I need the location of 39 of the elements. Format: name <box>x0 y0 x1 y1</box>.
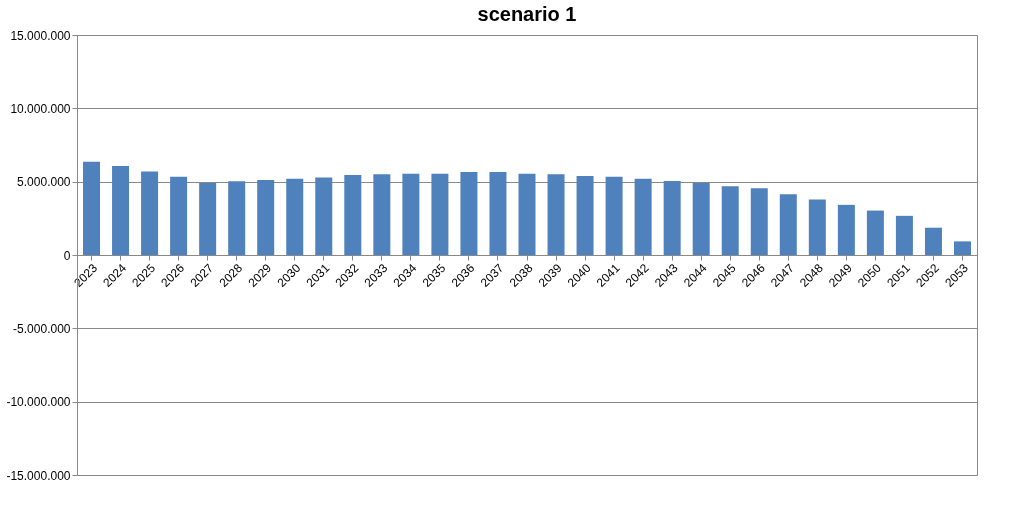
y-tick-label: -5.000.000 <box>13 321 71 336</box>
bar <box>605 176 623 255</box>
bar <box>692 182 710 255</box>
bar <box>866 210 884 255</box>
bar <box>808 199 826 255</box>
bar <box>634 178 652 255</box>
bar <box>547 174 565 255</box>
bar <box>518 173 536 255</box>
bar <box>460 171 478 255</box>
y-tick-label: 15.000.000 <box>10 28 71 43</box>
bar <box>402 173 420 255</box>
bar <box>257 180 275 255</box>
y-tick-label: 5.000.000 <box>17 175 71 190</box>
bar <box>112 166 130 255</box>
y-tick-label: 10.000.000 <box>10 101 71 116</box>
bar <box>431 173 449 255</box>
y-tick-label: 0 <box>63 248 71 263</box>
bar <box>170 176 188 255</box>
bar <box>576 176 594 255</box>
bar <box>344 175 362 255</box>
bar <box>228 181 246 255</box>
bar <box>895 215 913 255</box>
bar <box>315 177 333 255</box>
y-tick-label: -10.000.000 <box>6 395 71 410</box>
bar <box>721 186 739 255</box>
bar <box>83 161 101 255</box>
bar <box>837 204 855 255</box>
bar <box>663 180 681 255</box>
bar <box>373 174 391 255</box>
y-tick-label: -15.000.000 <box>6 468 71 483</box>
bar <box>924 227 942 255</box>
bar <box>286 178 304 255</box>
bar <box>779 194 797 255</box>
bar <box>750 188 768 255</box>
bar <box>199 182 217 255</box>
bar <box>953 241 971 255</box>
bar <box>141 171 159 255</box>
bar <box>489 171 507 255</box>
chart-title: scenario 1 <box>477 3 577 25</box>
